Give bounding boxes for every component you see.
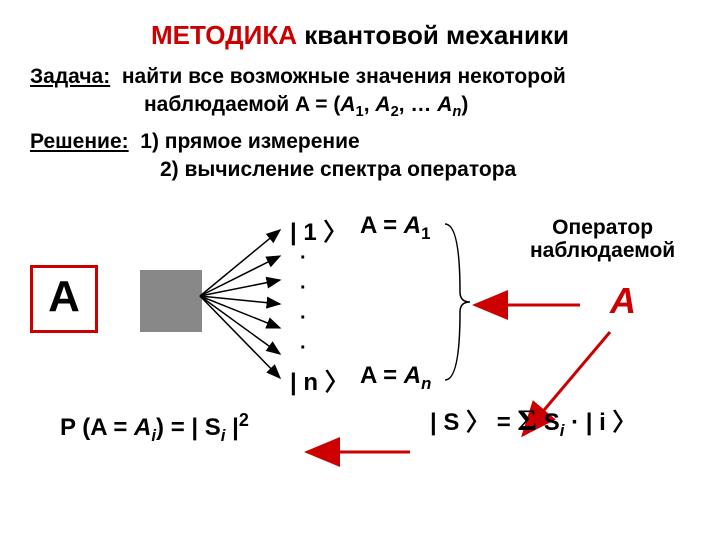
task-line2: наблюдаемой A = (A1, A2, … An) (30, 93, 690, 120)
operator-label: Оператор наблюдаемой (530, 216, 675, 262)
dot-1: · (300, 252, 307, 264)
task-label: Задача: (30, 65, 110, 88)
ket-1: | 1 〉 (290, 212, 347, 247)
task-line1: Задача: найти все возможные значения нек… (30, 65, 690, 89)
operator-box-shadow (140, 270, 202, 332)
big-a: A (610, 280, 636, 322)
eq-1: A = A1 (360, 212, 430, 244)
sum-expr: | S 〉 = Σ Si · | i 〉 (430, 402, 636, 441)
diagram: | S 〉 A = ? A | 1 〉 A = A1 · · · · | n 〉… (30, 200, 690, 400)
title-black: квантовой механики (297, 20, 569, 50)
title-red: МЕТОДИКА (151, 20, 297, 50)
probability-expr: P (A = Ai) = | Si |2 (60, 410, 249, 446)
dot-4: · (300, 342, 307, 354)
operator-box: A (30, 265, 98, 333)
page-title: МЕТОДИКА квантовой механики (30, 20, 690, 51)
solution-line2: 2) вычисление спектра оператора (30, 158, 690, 182)
ket-n: | n 〉 (290, 362, 349, 397)
eq-n: A = An (360, 362, 431, 394)
solution-label: Решение: (30, 130, 129, 153)
dot-3: · (300, 312, 307, 324)
task-text1: найти все возможные значения некоторой (122, 65, 566, 88)
dot-2: · (300, 282, 307, 294)
bottom-row: P (A = Ai) = | Si |2 | S 〉 = Σ Si · | i … (30, 400, 690, 460)
sigma-icon: Σ (517, 404, 537, 437)
solution-line1: Решение: 1) прямое измерение (30, 130, 690, 154)
